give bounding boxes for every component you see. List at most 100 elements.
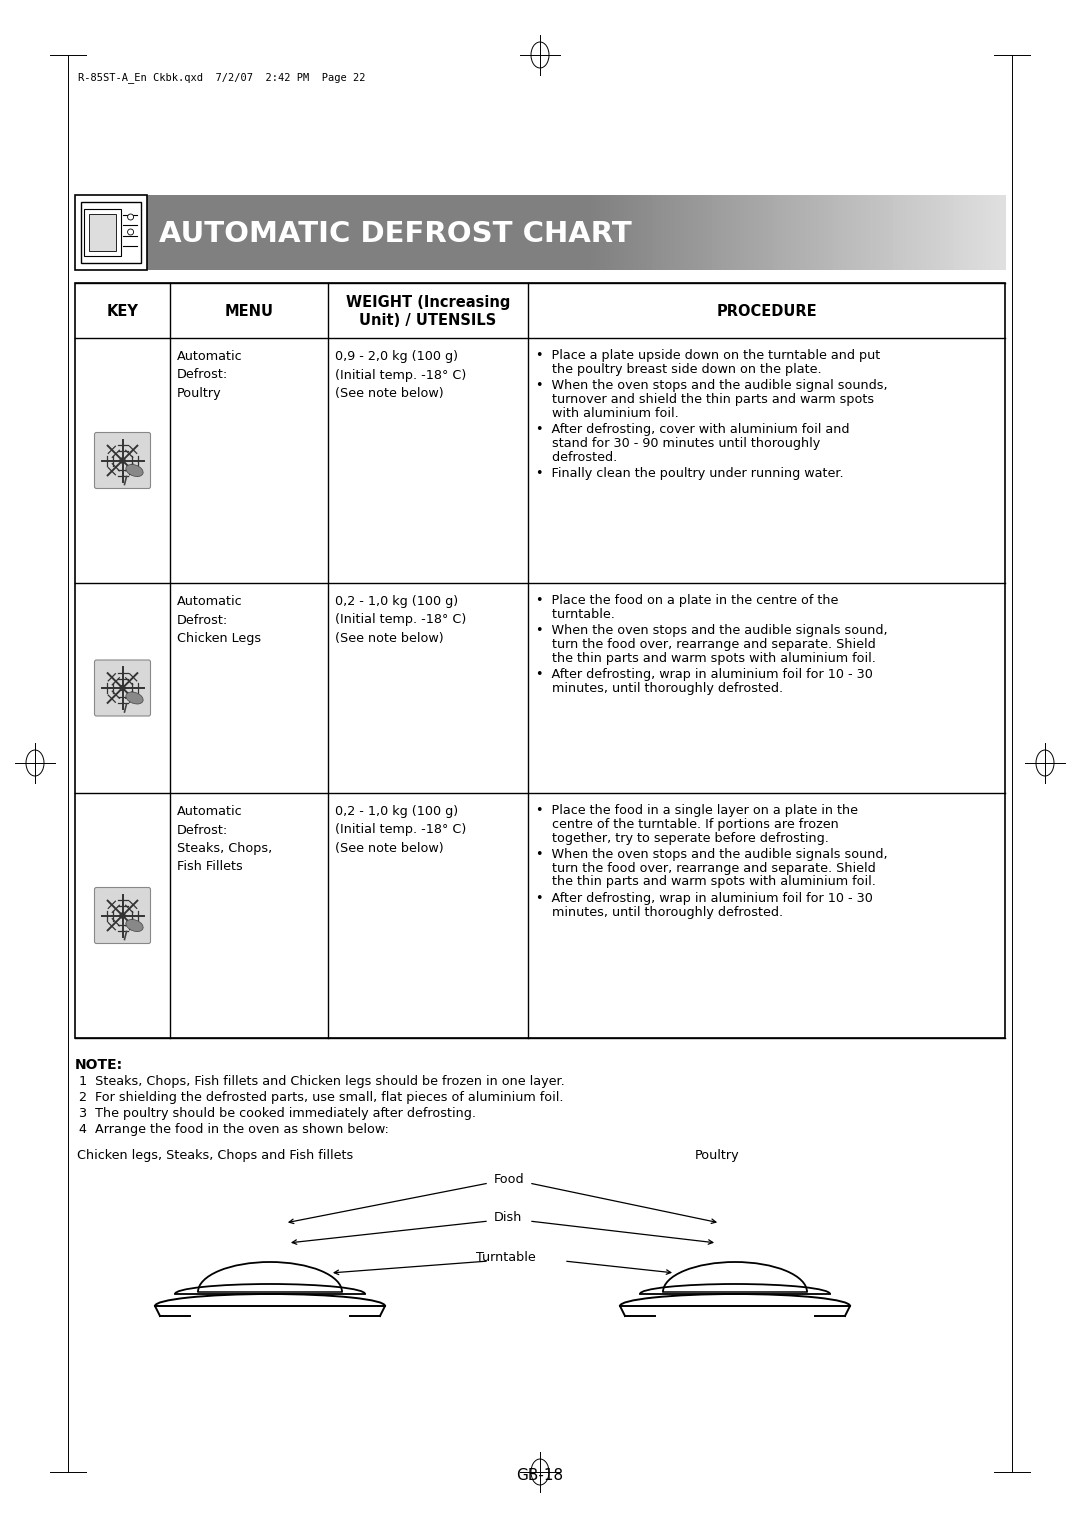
Bar [689,195,694,270]
FancyBboxPatch shape [95,887,150,944]
Bar [387,195,392,270]
Bar [312,195,318,270]
Bar [786,195,792,270]
Bar [610,195,616,270]
Circle shape [127,229,134,235]
Bar [768,195,773,270]
Bar [336,195,341,270]
Bar [201,195,206,270]
Bar [326,195,332,270]
Bar [731,195,737,270]
Bar [89,195,95,270]
Bar [429,195,434,270]
Text: •  After defrosting, cover with aluminium foil and: • After defrosting, cover with aluminium… [536,423,850,437]
Bar [698,195,704,270]
Bar [828,195,834,270]
Bar [219,195,225,270]
Text: Dish: Dish [494,1211,523,1225]
Text: 1  Steaks, Chops, Fish fillets and Chicken legs should be frozen in one layer.: 1 Steaks, Chops, Fish fillets and Chicke… [79,1075,565,1089]
Ellipse shape [126,692,144,704]
Bar [879,195,886,270]
Bar [522,195,527,270]
Text: Automatic
Defrost:
Steaks, Chops,
Fish Fillets: Automatic Defrost: Steaks, Chops, Fish F… [177,805,272,873]
Bar [409,195,416,270]
Bar [582,195,588,270]
Bar [512,195,517,270]
Bar [615,195,620,270]
Bar [996,195,1001,270]
Bar [354,195,360,270]
Bar [465,195,471,270]
Bar [480,195,485,270]
Bar [931,195,936,270]
Bar [544,195,551,270]
Bar [977,195,983,270]
Bar [684,195,690,270]
Bar [461,195,467,270]
Text: minutes, until thoroughly defrosted.: minutes, until thoroughly defrosted. [536,681,783,695]
Bar [633,195,638,270]
Text: 3  The poultry should be cooked immediately after defrosting.: 3 The poultry should be cooked immediate… [79,1107,476,1119]
Bar [382,195,388,270]
Bar [123,209,138,257]
Bar [345,195,350,270]
Bar [550,195,555,270]
Bar [154,195,160,270]
Bar [577,195,583,270]
Bar [591,195,597,270]
Text: turnover and shield the thin parts and warm spots: turnover and shield the thin parts and w… [536,392,874,406]
Text: AUTOMATIC DEFROST CHART: AUTOMATIC DEFROST CHART [159,220,632,247]
Bar [229,195,234,270]
Text: stand for 30 - 90 minutes until thoroughly: stand for 30 - 90 minutes until thorough… [536,437,820,450]
Bar [121,195,127,270]
Bar [131,195,136,270]
Bar [600,195,606,270]
Bar [661,195,666,270]
Bar [484,195,490,270]
Bar [564,195,569,270]
Text: together, try to seperate before defrosting.: together, try to seperate before defrost… [536,832,828,844]
Bar [308,195,313,270]
Circle shape [120,913,125,918]
Text: MENU: MENU [225,304,273,319]
Text: turn the food over, rearrange and separate. Shield: turn the food over, rearrange and separa… [536,861,876,875]
Bar [443,195,448,270]
Bar [637,195,644,270]
Bar [693,195,699,270]
Text: •  After defrosting, wrap in aluminium foil for 10 - 30: • After defrosting, wrap in aluminium fo… [536,892,873,906]
Bar [368,195,374,270]
Text: 2  For shielding the defrosted parts, use small, flat pieces of aluminium foil.: 2 For shielding the defrosted parts, use… [79,1090,564,1104]
Text: NOTE:: NOTE: [75,1058,123,1072]
Text: Turntable: Turntable [476,1251,536,1264]
Bar [986,195,993,270]
Text: KEY: KEY [107,304,138,319]
Text: •  When the oven stops and the audible signal sounds,: • When the oven stops and the audible si… [536,379,888,392]
Bar [437,195,444,270]
Circle shape [120,686,125,690]
Bar [84,195,90,270]
Bar [740,195,745,270]
Bar [651,195,658,270]
Bar [875,195,880,270]
Bar [758,195,765,270]
Text: the thin parts and warm spots with aluminium foil.: the thin parts and warm spots with alumi… [536,875,876,889]
Bar [805,195,811,270]
Bar [865,195,872,270]
Bar [94,195,99,270]
Bar [856,195,862,270]
Ellipse shape [126,919,144,931]
Bar [81,202,141,263]
Bar [671,195,676,270]
Bar [833,195,838,270]
Bar [210,195,216,270]
Bar [233,195,239,270]
Bar [145,195,150,270]
Bar [824,195,829,270]
Text: •  When the oven stops and the audible signals sound,: • When the oven stops and the audible si… [536,847,888,861]
Text: PROCEDURE: PROCEDURE [716,304,816,319]
Bar [475,195,481,270]
Bar [1000,195,1005,270]
Bar [754,195,759,270]
Bar [912,195,918,270]
Bar [80,195,85,270]
